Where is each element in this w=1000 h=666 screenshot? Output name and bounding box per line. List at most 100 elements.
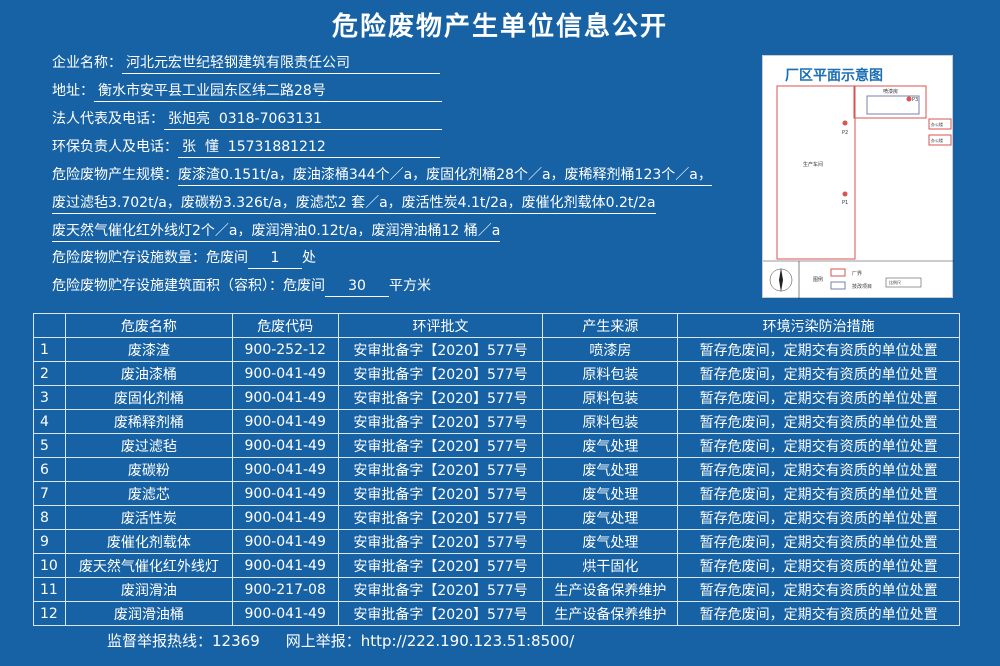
table-cell: 安审批备字【2020】577号: [337, 553, 544, 578]
table-cell: 烘干固化: [542, 553, 679, 578]
area: 30: [325, 276, 389, 297]
legend-boundary-swatch: [830, 268, 846, 277]
address: 衡水市安平县工业园东区纬二路28号: [94, 81, 442, 102]
table-cell: 3: [33, 385, 66, 410]
table-cell: 原料包装: [542, 385, 679, 410]
legend-project: 技改项目: [852, 283, 872, 290]
table-cell: 废气处理: [542, 433, 679, 458]
table-row: 8 废活性炭 900-041-49 安审批备字【2020】577号 废气处理 暂存危废间，…: [33, 505, 960, 530]
table-cell: 暂存危废间，定期交有资质的单位处置: [677, 457, 960, 482]
project-rect: [866, 95, 920, 115]
table-cell: 安审批备字【2020】577号: [337, 457, 544, 482]
table-cell: 12: [33, 601, 66, 626]
label: 企业名称：: [52, 55, 122, 71]
table-row: 9 废催化剂载体 900-041-49 安审批备字【2020】577号 废气处理 暂存危废…: [33, 529, 960, 554]
table-row: 1 废漆渣 900-252-12 安审批备字【2020】577号 喷漆房 暂存危废间，定期…: [33, 337, 960, 362]
plan-title: 厂区平面示意图: [785, 67, 883, 84]
table-cell: 废天然气催化红外线灯: [64, 553, 233, 578]
office-rect-1: [928, 118, 952, 130]
table-cell: 安审批备字【2020】577号: [337, 577, 544, 602]
table-row: 6 废碳粉 900-041-49 安审批备字【2020】577号 废气处理 暂存危废间，定…: [33, 457, 960, 482]
table-row: 11 废润滑油 900-217-08 安审批备字【2020】577号 生产设备保养维护暂…: [33, 577, 960, 602]
table-cell: 安审批备字【2020】577号: [337, 385, 544, 410]
table-cell: 暂存危废间，定期交有资质的单位处置: [677, 337, 960, 362]
column-header: 环境污染防治措施: [677, 313, 960, 338]
hotline-label: 监督举报热线：: [107, 632, 213, 650]
table-cell: 暂存危废间，定期交有资质的单位处置: [677, 385, 960, 410]
scale-2: 废过滤毡3.702t/a，废碳粉3.326t/a，废滤芯2 套／a，废活性炭4.…: [52, 193, 656, 214]
table-cell: 安审批备字【2020】577号: [337, 481, 544, 506]
table-cell: 安审批备字【2020】577号: [337, 529, 544, 554]
table-cell: 生产设备保养维护: [542, 577, 679, 602]
point-p1: [842, 191, 848, 197]
table-cell: 安审批备字【2020】577号: [337, 433, 544, 458]
table-cell: 安审批备字【2020】577号: [337, 601, 544, 626]
company-line: 企业名称： 河北元宏世纪轻钢建筑有限责任公司: [52, 53, 440, 74]
table-cell: 900-041-49: [231, 409, 339, 434]
table-cell: 5: [33, 433, 66, 458]
floor-plan: 厂区平面示意图 喷漆房 办公楼 办公楼 生产车间 P2 P1 P3 图例 厂界 …: [762, 55, 954, 299]
table-cell: 暂存危废间，定期交有资质的单位处置: [677, 433, 960, 458]
p1-label: P1: [842, 200, 848, 206]
column-header: 环评批文: [337, 313, 544, 338]
table-cell: 1: [33, 337, 66, 362]
p3-label: P3: [912, 97, 918, 103]
table-cell: 900-041-49: [231, 433, 339, 458]
table-row: 3 废固化剂桶 900-041-49 安审批备字【2020】577号 原料包装 暂存危废间…: [33, 385, 960, 410]
table-cell: 暂存危废间，定期交有资质的单位处置: [677, 601, 960, 626]
table-cell: 900-041-49: [231, 505, 339, 530]
label: 危险废物贮存设施建筑面积（容积）：危废间: [52, 278, 325, 294]
table-cell: 900-252-12: [231, 337, 339, 362]
table-cell: 废气处理: [542, 481, 679, 506]
table-cell: 喷漆房: [542, 337, 679, 362]
table-row: 10 废天然气催化红外线灯 900-041-49 安审批备字【2020】577号 烘干固…: [33, 553, 960, 578]
legend-boundary: 厂界: [852, 271, 862, 277]
table-cell: 安审批备字【2020】577号: [337, 337, 544, 362]
table-cell: 原料包装: [542, 409, 679, 434]
office-label: 办公楼: [931, 121, 943, 127]
table-cell: 废气处理: [542, 457, 679, 482]
label: 危险废物产生规模：: [52, 167, 178, 183]
table-cell: 11: [33, 577, 66, 602]
table-cell: 900-041-49: [231, 529, 339, 554]
scale-label: 比例尺: [889, 279, 901, 285]
table-cell: 7: [33, 481, 66, 506]
table-cell: 900-041-49: [231, 385, 339, 410]
table-cell: 废漆渣: [64, 337, 233, 362]
workshop-label: 生产车间: [803, 161, 823, 168]
label: 地址：: [52, 83, 94, 99]
count: 1: [248, 248, 302, 269]
page-title: 危险废物产生单位信息公开: [331, 12, 668, 42]
scale-1: 废漆渣0.151t/a，废油漆桶344个／a，废固化剂桶28个／a，废稀释剂桶1…: [178, 165, 712, 186]
table-cell: 废润滑油桶: [64, 601, 233, 626]
column-header: [33, 313, 66, 338]
table-cell: 900-041-49: [231, 361, 339, 386]
table-cell: 8: [33, 505, 66, 530]
scale-line-2: 废过滤毡3.702t/a，废碳粉3.326t/a，废滤芯2 套／a，废活性炭4.…: [52, 193, 656, 214]
table-cell: 暂存危废间，定期交有资质的单位处置: [677, 409, 960, 434]
report-url[interactable]: http://222.190.123.51:8500/: [360, 632, 575, 650]
table-cell: 安审批备字【2020】577号: [337, 505, 544, 530]
table-cell: 900-217-08: [231, 577, 339, 602]
table-row: 7 废滤芯 900-041-49 安审批备字【2020】577号 废气处理 暂存危废间，定…: [33, 481, 960, 506]
table-cell: 900-041-49: [231, 601, 339, 626]
table-row: 2 废油漆桶 900-041-49 安审批备字【2020】577号 原料包装 暂存危废间，…: [33, 361, 960, 386]
workshop-rect: [776, 85, 856, 260]
area-line: 危险废物贮存设施建筑面积（容积）：危废间 30 平方米: [52, 276, 431, 297]
table-cell: 900-041-49: [231, 481, 339, 506]
company-name: 河北元宏世纪轻钢建筑有限责任公司: [122, 53, 440, 74]
table-cell: 废催化剂载体: [64, 529, 233, 554]
table-cell: 废油漆桶: [64, 361, 233, 386]
point-p3: [906, 96, 912, 102]
waste-table: 危废名称 危废代码 环评批文 产生来源 环境污染防治措施 1 废漆渣 900-252-12 安…: [33, 313, 960, 626]
address-line: 地址： 衡水市安平县工业园东区纬二路28号: [52, 81, 442, 102]
p2-label: P2: [842, 130, 848, 136]
table-cell: 暂存危废间，定期交有资质的单位处置: [677, 553, 960, 578]
table-cell: 900-041-49: [231, 457, 339, 482]
table-cell: 暂存危废间，定期交有资质的单位处置: [677, 529, 960, 554]
spray-rect: [853, 85, 927, 119]
label: 危险废物贮存设施数量：危废间: [52, 250, 248, 266]
table-cell: 废气处理: [542, 529, 679, 554]
scale-3: 废天然气催化红外线灯2个／a，废润滑油0.12t/a，废润滑油桶12 桶／a: [52, 221, 501, 242]
office-label: 办公楼: [931, 137, 943, 143]
